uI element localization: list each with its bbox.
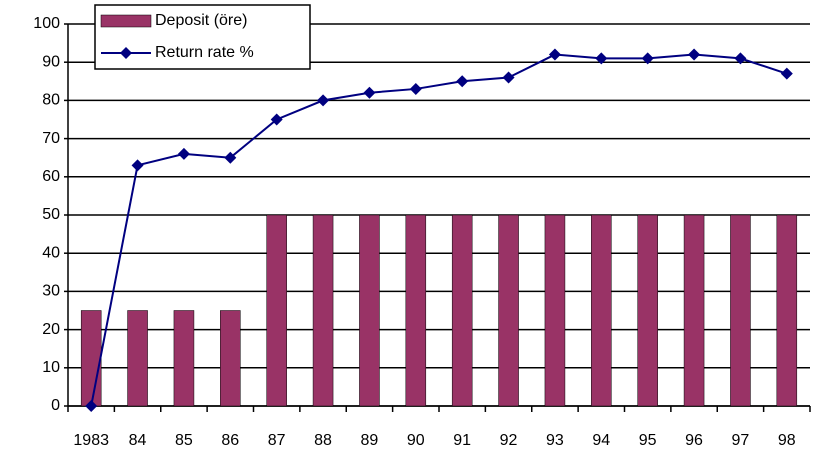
x-tick-label: 1983 xyxy=(73,432,109,449)
bar xyxy=(80,310,102,407)
bar xyxy=(220,310,241,407)
marker xyxy=(270,113,283,126)
y-tick-label: 40 xyxy=(42,244,60,261)
marker xyxy=(131,159,144,172)
line xyxy=(90,53,788,407)
bar xyxy=(776,214,798,407)
bar xyxy=(498,214,519,407)
x-tick-label: 92 xyxy=(500,432,518,449)
marker xyxy=(780,67,793,80)
marker xyxy=(641,52,654,65)
marker xyxy=(409,82,422,95)
x-tick-label: 97 xyxy=(732,432,750,449)
bar xyxy=(451,214,473,407)
bar xyxy=(405,214,427,407)
bar xyxy=(312,214,334,407)
marker xyxy=(734,52,747,65)
x-tick-label: 87 xyxy=(268,432,286,449)
bar xyxy=(544,214,566,407)
marker xyxy=(363,86,376,99)
bar xyxy=(637,214,658,407)
x-tick-label: 95 xyxy=(639,432,657,449)
y-tick-label: 50 xyxy=(42,206,60,223)
marker xyxy=(85,400,98,412)
y-tick-label: 90 xyxy=(42,53,60,70)
bar xyxy=(266,214,287,407)
x-tick-label: 89 xyxy=(361,432,379,449)
y-tick-label: 30 xyxy=(42,283,60,300)
y-tick-label: 10 xyxy=(42,359,60,376)
x-tick-label: 88 xyxy=(314,432,332,449)
x-tick-label: 91 xyxy=(453,432,471,449)
x-tick-label: 98 xyxy=(778,432,796,449)
marker xyxy=(548,48,561,61)
x-tick-label: 86 xyxy=(221,432,239,449)
legend-label: Return rate % xyxy=(155,44,254,61)
marker xyxy=(177,147,190,160)
legend-marker xyxy=(120,47,132,59)
bar xyxy=(359,214,380,407)
x-tick-label: 94 xyxy=(592,432,610,449)
y-tick-label: 20 xyxy=(42,321,60,338)
marker xyxy=(502,71,515,84)
x-tick-label: 90 xyxy=(407,432,425,449)
bar xyxy=(591,214,612,407)
y-tick-label: 80 xyxy=(42,92,60,109)
marker xyxy=(317,94,330,107)
bar xyxy=(173,310,195,407)
bar xyxy=(683,214,705,407)
bar xyxy=(127,310,148,407)
y-tick-label: 0 xyxy=(51,397,60,414)
bar xyxy=(730,214,751,407)
legend-swatch xyxy=(100,14,152,28)
x-tick-label: 85 xyxy=(175,432,193,449)
marker xyxy=(595,52,608,65)
x-tick-label: 96 xyxy=(685,432,703,449)
x-tick-label: 84 xyxy=(129,432,147,449)
y-tick-label: 70 xyxy=(42,130,60,147)
y-tick-label: 100 xyxy=(33,15,60,32)
marker xyxy=(688,48,701,61)
legend-label: Deposit (öre) xyxy=(155,12,247,29)
x-tick-label: 93 xyxy=(546,432,564,449)
y-tick-label: 60 xyxy=(42,168,60,185)
marker xyxy=(224,151,237,164)
marker xyxy=(456,75,469,88)
